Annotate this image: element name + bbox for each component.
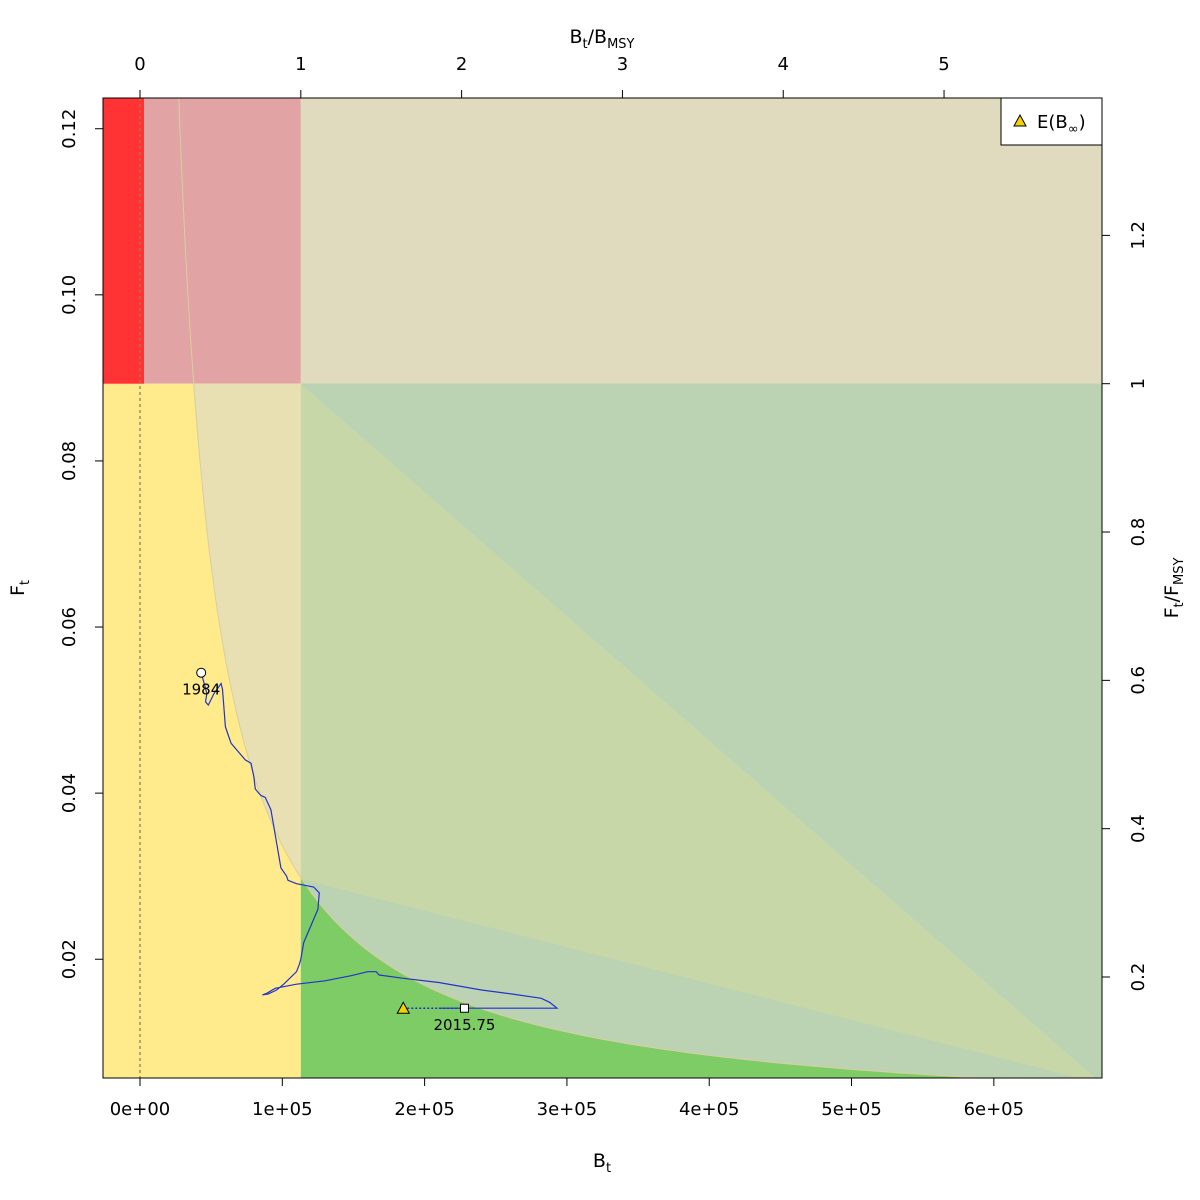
legend-triangle-icon	[1013, 113, 1027, 127]
zone-overfishing	[300, 98, 1102, 384]
kobe-zones	[103, 98, 1102, 1078]
y-right-tick-label: 1.2	[1128, 221, 1149, 250]
legend-label: E(B∞)	[1037, 112, 1086, 137]
y-right-axis-title: Ft/FMSY	[1161, 558, 1187, 619]
x-tick-label: 2e+05	[394, 1099, 455, 1120]
zone-green-above-curve	[300, 383, 1102, 1078]
zone-critical	[103, 98, 144, 384]
y-axis-title: Ft	[7, 580, 33, 596]
y-right-tick-label: 0.4	[1128, 814, 1149, 843]
x-tick-label: 1e+05	[252, 1099, 313, 1120]
x-top-axis-title: Bt/BMSY	[569, 26, 634, 52]
legend: E(B∞)	[1000, 97, 1103, 146]
x-tick-label: 6e+05	[964, 1099, 1025, 1120]
e-binf-point	[396, 1001, 411, 1014]
x-top-tick-label: 1	[295, 54, 306, 75]
trajectory-line	[200, 672, 559, 1009]
start-point	[196, 667, 207, 678]
x-top-tick-label: 0	[134, 54, 145, 75]
x-tick-label: 0e+00	[110, 1099, 171, 1120]
axes: 0e+00 1e+05 2e+05 3e+05 4e+05 5e+05 6e+05 0 1 2 3 4…	[59, 54, 1149, 1120]
y-tick-label: 0.10	[59, 275, 80, 315]
x-tick-label: 5e+05	[821, 1099, 882, 1120]
y-right-tick-label: 1	[1128, 378, 1149, 389]
plot-frame	[102, 97, 1103, 1079]
x-top-tick-label: 5	[938, 54, 949, 75]
y-tick-label: 0.08	[59, 441, 80, 481]
y-right-tick-label: 0.8	[1128, 518, 1149, 547]
y-tick-label: 0.04	[59, 773, 80, 813]
x-tick-label: 4e+05	[679, 1099, 740, 1120]
y-right-tick-label: 0.6	[1128, 666, 1149, 695]
y-tick-label: 0.06	[59, 607, 80, 647]
x-top-tick-label: 4	[778, 54, 789, 75]
x-top-tick-label: 3	[617, 54, 628, 75]
y-right-tick-label: 0.2	[1128, 963, 1149, 992]
trajectory-layer: 1984 2015.75	[182, 667, 559, 1034]
y-tick-label: 0.02	[59, 939, 80, 979]
x-top-tick-label: 2	[456, 54, 467, 75]
x-tick-label: 3e+05	[537, 1099, 598, 1120]
x-axis-title: Bt	[593, 1150, 611, 1176]
start-point-label: 1984	[182, 681, 220, 699]
end-point	[459, 1003, 469, 1013]
end-point-label: 2015.75	[433, 1016, 495, 1034]
msy-curve	[178, 98, 990, 1078]
y-tick-label: 0.12	[59, 109, 80, 149]
